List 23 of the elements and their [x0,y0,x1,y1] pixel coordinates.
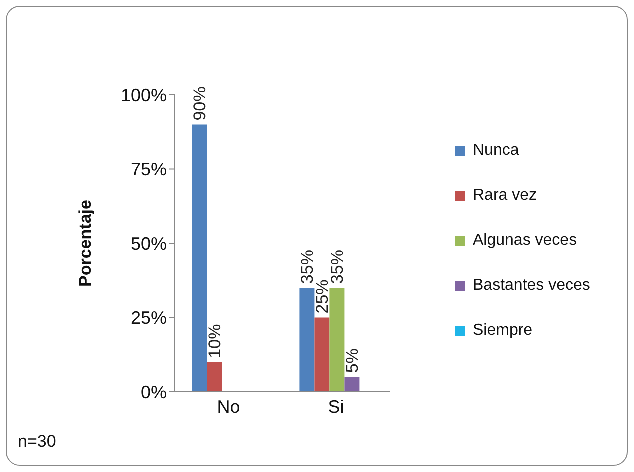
x-tick-label: No [217,396,240,417]
y-tick-label: 50% [130,234,167,254]
legend-label: Bastantes veces [473,276,590,294]
data-label: 90% [190,86,210,121]
y-tick-label: 25% [130,308,167,328]
bar [344,377,360,392]
y-tick-label: 75% [130,160,167,180]
y-tick-label: 100% [120,85,167,106]
x-tick-label: Si [328,396,344,417]
y-tick-label: 0% [140,382,167,402]
text: n=30 [18,432,56,452]
bar [330,288,345,392]
legend-label: Nunca [473,142,520,160]
bar [207,362,222,392]
legend-label: Siempre [473,322,533,340]
bar [300,288,315,392]
y-axis-title: Porcentaje [76,200,96,287]
legend-label: Algunas veces [473,232,578,250]
legend-label: Rara vez [473,186,538,204]
bar [192,124,208,392]
data-label: 5% [343,348,362,374]
data-label: 10% [206,324,225,358]
bar [314,318,330,392]
